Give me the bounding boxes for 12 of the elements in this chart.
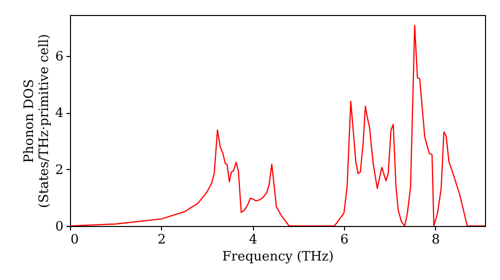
- y-tick-label: 0: [55, 220, 64, 234]
- x-axis-title: Frequency (THz): [222, 250, 334, 264]
- line-series: [70, 24, 485, 226]
- y-tick-label: 2: [55, 162, 64, 178]
- y-tick-label: 6: [55, 50, 64, 65]
- y-tick-label: 4: [55, 106, 64, 122]
- y-axis-title: Phonon DOS (States/THz·primitive cell): [22, 34, 52, 208]
- x-tick-label: 0: [70, 232, 79, 248]
- x-tick-label: 8: [432, 232, 440, 248]
- x-tick-label: 4: [248, 232, 258, 248]
- x-tick-label: 2: [158, 232, 166, 248]
- x-tick-label: 6: [340, 232, 349, 248]
